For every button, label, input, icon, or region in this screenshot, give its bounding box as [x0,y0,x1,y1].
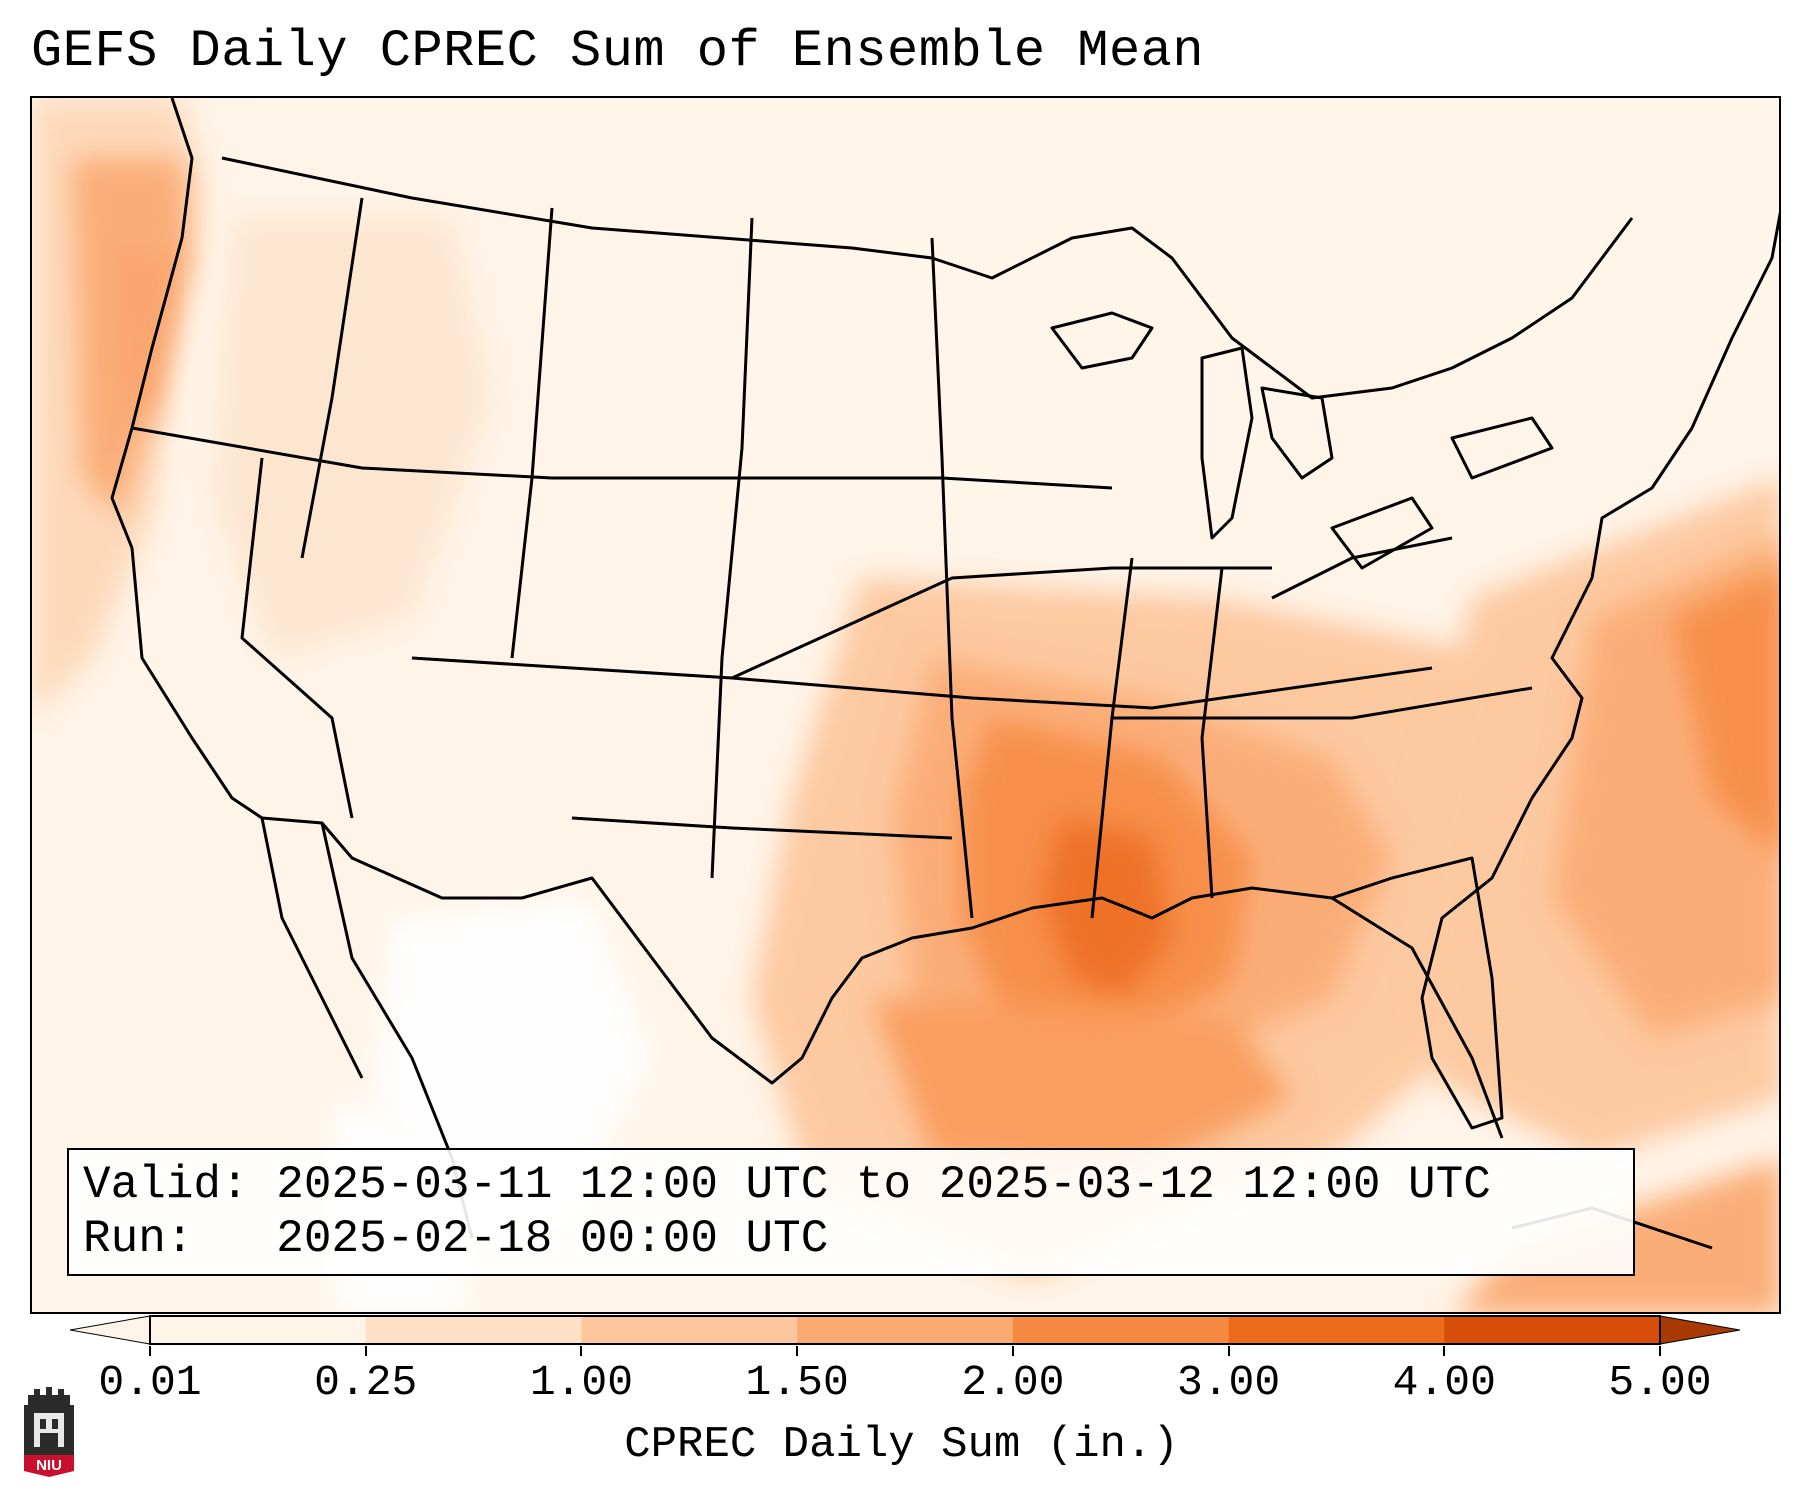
colorbar-segment [581,1316,798,1344]
niu-logo: NIU [24,1387,74,1477]
valid-text: 2025-03-11 12:00 UTC to 2025-03-12 12:00… [276,1159,1491,1211]
valid-label: Valid: [83,1159,249,1211]
colorbar-tick-label: 0.01 [98,1358,202,1407]
colorbar-segment [1012,1316,1230,1344]
colorbar-tick-mark [1011,1346,1014,1356]
colorbar-tick-label: 1.50 [745,1358,849,1407]
run-text: 2025-02-18 00:00 UTC [276,1213,829,1265]
run-line: Run: 2025-02-18 00:00 UTC [83,1212,1633,1266]
colorbar-tick-mark [1659,1346,1661,1356]
colorbar-segment [1228,1316,1445,1344]
precip-map [30,96,1781,1314]
logo-text: NIU [36,1457,62,1474]
colorbar-tick-label: 2.00 [961,1358,1065,1407]
map-title: GEFS Daily CPREC Sum of Ensemble Mean [31,22,1205,81]
map-boundaries [110,98,1779,1250]
valid-line: Valid: 2025-03-11 12:00 UTC to 2025-03-1… [83,1158,1633,1212]
colorbar-tick-mark [1227,1346,1230,1356]
colorbar-label: CPREC Daily Sum (in.) [624,1420,1179,1470]
colorbar-segment [365,1316,582,1344]
colorbar-tick-label: 3.00 [1176,1358,1281,1407]
info-box: Valid: 2025-03-11 12:00 UTC to 2025-03-1… [67,1148,1635,1276]
colorbar-segment [797,1316,1014,1344]
colorbar [70,1315,1740,1345]
colorbar-tick-label: 1.00 [529,1358,634,1407]
precip-shading [32,98,1779,1312]
colorbar-tick-mark [364,1346,367,1356]
colorbar-tick-label: 0.25 [314,1358,418,1407]
colorbar-right-arrow [1659,1315,1740,1345]
map-canvas [32,98,1779,1312]
colorbar-tick-mark [580,1346,583,1356]
colorbar-tick-mark [149,1346,151,1356]
colorbar-segment [150,1316,367,1344]
colorbar-tick-mark [796,1346,799,1356]
colorbar-segment [1444,1316,1661,1344]
colorbar-tick-label: 4.00 [1392,1358,1496,1407]
colorbar-tick-label: 5.00 [1608,1358,1712,1407]
run-label: Run: [83,1213,194,1265]
colorbar-left-arrow [70,1315,151,1345]
colorbar-tick-mark [1443,1346,1446,1356]
